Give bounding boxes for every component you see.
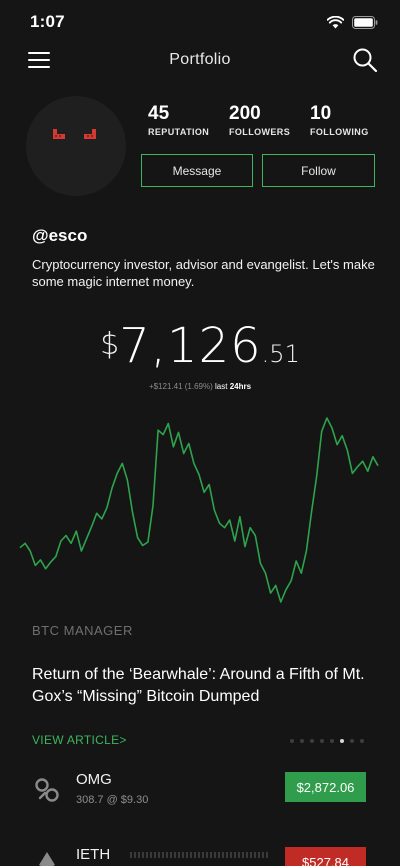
portfolio-balance: $7,126.51 xyxy=(0,318,400,374)
status-bar: 1:07 xyxy=(0,0,400,44)
coin-holding: 308.7 @ $9.30 xyxy=(76,794,149,806)
carousel-pagination xyxy=(290,739,364,743)
coin-name: OMG xyxy=(76,771,112,788)
stat-following[interactable]: 10 FOLLOWING xyxy=(310,103,391,138)
stat-label: FOLLOWING xyxy=(310,127,369,137)
profile-stats: 45 REPUTATION 200 FOLLOWERS 10 FOLLOWING xyxy=(148,103,391,138)
pagination-dot[interactable] xyxy=(350,739,354,743)
stat-value: 45 xyxy=(148,103,170,124)
hamburger-menu-icon[interactable] xyxy=(28,52,50,68)
balance-integer: 7,126 xyxy=(119,318,262,374)
stat-followers[interactable]: 200 FOLLOWERS xyxy=(229,103,310,138)
coin-name: IETH xyxy=(76,846,111,863)
coin-row-omg[interactable]: OMG 308.7 @ $9.30 $2,872.06 xyxy=(0,771,400,821)
balance-decimal: .51 xyxy=(261,340,300,368)
price-chart[interactable] xyxy=(0,410,400,610)
coin-price-badge[interactable]: $527.84 xyxy=(285,847,366,866)
omisego-icon xyxy=(35,778,59,802)
status-icons xyxy=(327,15,378,29)
coin-row-ieth[interactable]: IETH $527.84 xyxy=(0,846,400,866)
balance-change: +$121.41 (1.69%) last 24hrs xyxy=(0,382,400,391)
wifi-icon xyxy=(327,15,344,28)
pagination-dot[interactable] xyxy=(330,739,334,743)
pagination-dot[interactable] xyxy=(300,739,304,743)
pagination-dot[interactable] xyxy=(320,739,324,743)
balance-currency-symbol: $ xyxy=(100,327,120,362)
follow-button[interactable]: Follow xyxy=(262,154,375,187)
page-title: Portfolio xyxy=(169,51,231,68)
pagination-dot[interactable] xyxy=(290,739,294,743)
pagination-dot[interactable] xyxy=(360,739,364,743)
change-period-prefix: last xyxy=(215,382,228,391)
battery-icon xyxy=(352,15,378,29)
stat-value: 200 xyxy=(229,103,261,124)
pagination-dot[interactable] xyxy=(310,739,314,743)
avatar[interactable] xyxy=(26,96,126,196)
pagination-dot[interactable] xyxy=(340,739,344,743)
stat-value: 10 xyxy=(310,103,332,124)
status-time: 1:07 xyxy=(30,12,65,31)
change-amount: +$121.41 (1.69%) xyxy=(148,382,213,391)
nav-bar: Portfolio xyxy=(0,40,400,80)
username: @esco xyxy=(32,226,88,245)
stat-label: REPUTATION xyxy=(148,127,210,137)
news-source-label: BTC MANAGER xyxy=(32,623,133,638)
search-icon[interactable] xyxy=(352,47,378,73)
stat-reputation[interactable]: 45 REPUTATION xyxy=(148,103,229,138)
coin-price-badge[interactable]: $2,872.06 xyxy=(285,772,366,802)
chart-line-series xyxy=(19,417,379,603)
view-article-link[interactable]: VIEW ARTICLE> xyxy=(32,733,127,747)
change-period: 24hrs xyxy=(229,382,252,391)
stat-label: FOLLOWERS xyxy=(229,127,291,137)
news-headline[interactable]: Return of the ‘Bearwhale’: Around a Fift… xyxy=(32,666,365,705)
ethereum-icon xyxy=(39,852,55,866)
avatar-logo-icon xyxy=(53,129,96,139)
message-button[interactable]: Message xyxy=(141,154,253,187)
coin-sparkline xyxy=(130,852,270,858)
profile-bio: Cryptocurrency investor, advisor and eva… xyxy=(32,257,375,289)
